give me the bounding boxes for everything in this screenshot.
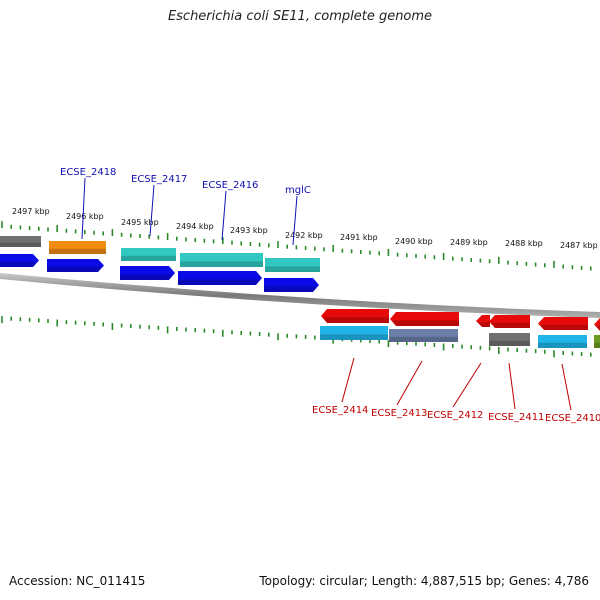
gene-box-olive [594,335,600,348]
gene-box-lightblue [538,335,587,348]
scale-label: 2496 kbp [66,212,104,221]
gene-box-gray-shade [0,242,41,247]
scale-label: 2487 kbp [560,241,598,250]
gene-label-top: mglC [285,185,311,196]
cds-reverse-arrow-shade [478,322,490,327]
gene-box-cyan-shade [265,266,320,272]
gene-box-orange [49,241,106,254]
gene-box-cyan [265,258,320,272]
scale-labels: 2497 kbp 2496 kbp 2495 kbp 2494 kbp 2493 kbp… [12,207,598,250]
gene-label-top: ECSE_2417 [131,174,187,185]
cds-reverse-arrow [476,315,490,327]
scale-label: 2490 kbp [395,237,433,246]
gene-label-bottom: ECSE_2412 [427,410,483,421]
gene-box-cyan-shade [121,255,176,261]
cds-forward-arrow-shade [264,286,317,292]
label-leader-line [561,363,572,411]
cds-reverse-arrow-shade [491,322,530,328]
gene-box-slate [389,329,458,342]
gene-box-lightblue-shade [538,342,587,348]
gene-label-bottom: ECSE_2413 [371,408,427,419]
cds-reverse-arrow-shade [540,324,588,330]
gene-box-cyan [180,253,263,267]
scale-label: 2495 kbp [121,218,159,227]
gene-box-lightblue [320,326,388,340]
cds-forward-arrow-shade [178,279,260,285]
cds-forward-arrow [0,254,39,267]
cds-forward-arrow [264,278,319,292]
gene-box-gray-shade [489,340,530,346]
label-leader-line [292,195,298,246]
map-title: Escherichia coli SE11, complete genome [167,9,433,24]
cds-forward-arrow-shade [120,274,173,280]
gene-box-orange-shade [49,248,106,254]
gene-features [0,236,600,348]
scale-label: 2489 kbp [450,238,488,247]
label-leader-line [221,190,227,241]
label-leader-line [149,184,155,237]
backbone-band [0,273,600,318]
scale-ticks-bottom [1,316,592,358]
scale-label: 2492 kbp [285,231,323,240]
cds-forward-arrow [120,266,175,280]
cds-reverse-arrow [489,315,530,328]
cds-reverse-arrow [594,318,600,331]
gene-box-olive-shade [594,342,600,348]
cds-reverse-arrow-shade [392,320,459,326]
gene-label-top: ECSE_2416 [202,180,258,191]
gene-label-bottom: ECSE_2414 [312,405,368,416]
gene-box-lightblue-shade [320,334,388,340]
gene-box-gray [0,236,41,247]
scale-ticks-top [1,221,592,271]
gene-label-bottom: ECSE_2410 [545,413,600,424]
gene-label-bottom: ECSE_2411 [488,412,544,423]
gene-box-cyan-shade [180,261,263,267]
cds-reverse-arrow-shade [323,317,389,323]
gene-labels: ECSE_2418 ECSE_2417 ECSE_2416 mglC ECSE_2414… [60,167,600,424]
cds-forward-arrow [47,259,104,272]
cds-reverse-arrow [538,317,588,330]
cds-forward-arrow [178,271,262,285]
gene-box-gray [489,333,530,346]
gene-label-top: ECSE_2418 [60,167,116,178]
label-leader-line [508,362,516,410]
label-leader-line [396,360,423,406]
cds-reverse-arrow-shade [596,325,600,331]
label-leader-line [81,177,86,240]
scale-label: 2493 kbp [230,226,268,235]
cds-forward-arrow-shade [0,261,37,267]
scale-label: 2488 kbp [505,239,543,248]
genome-backbone [0,273,600,318]
accession-text: Accession: NC_011415 [9,574,146,588]
scale-label: 2491 kbp [340,233,378,242]
cds-forward-arrow-shade [47,266,102,272]
gene-box-slate-shade [389,336,458,342]
cds-reverse-arrow [321,309,389,323]
label-leader-line [341,357,355,403]
gene-box-cyan [121,248,176,261]
genome-stats-text: Topology: circular; Length: 4,887,515 bp… [259,574,589,588]
cds-reverse-arrow [390,312,459,326]
scale-label: 2497 kbp [12,207,50,216]
scale-label: 2494 kbp [176,222,214,231]
label-leader-line [452,362,482,408]
